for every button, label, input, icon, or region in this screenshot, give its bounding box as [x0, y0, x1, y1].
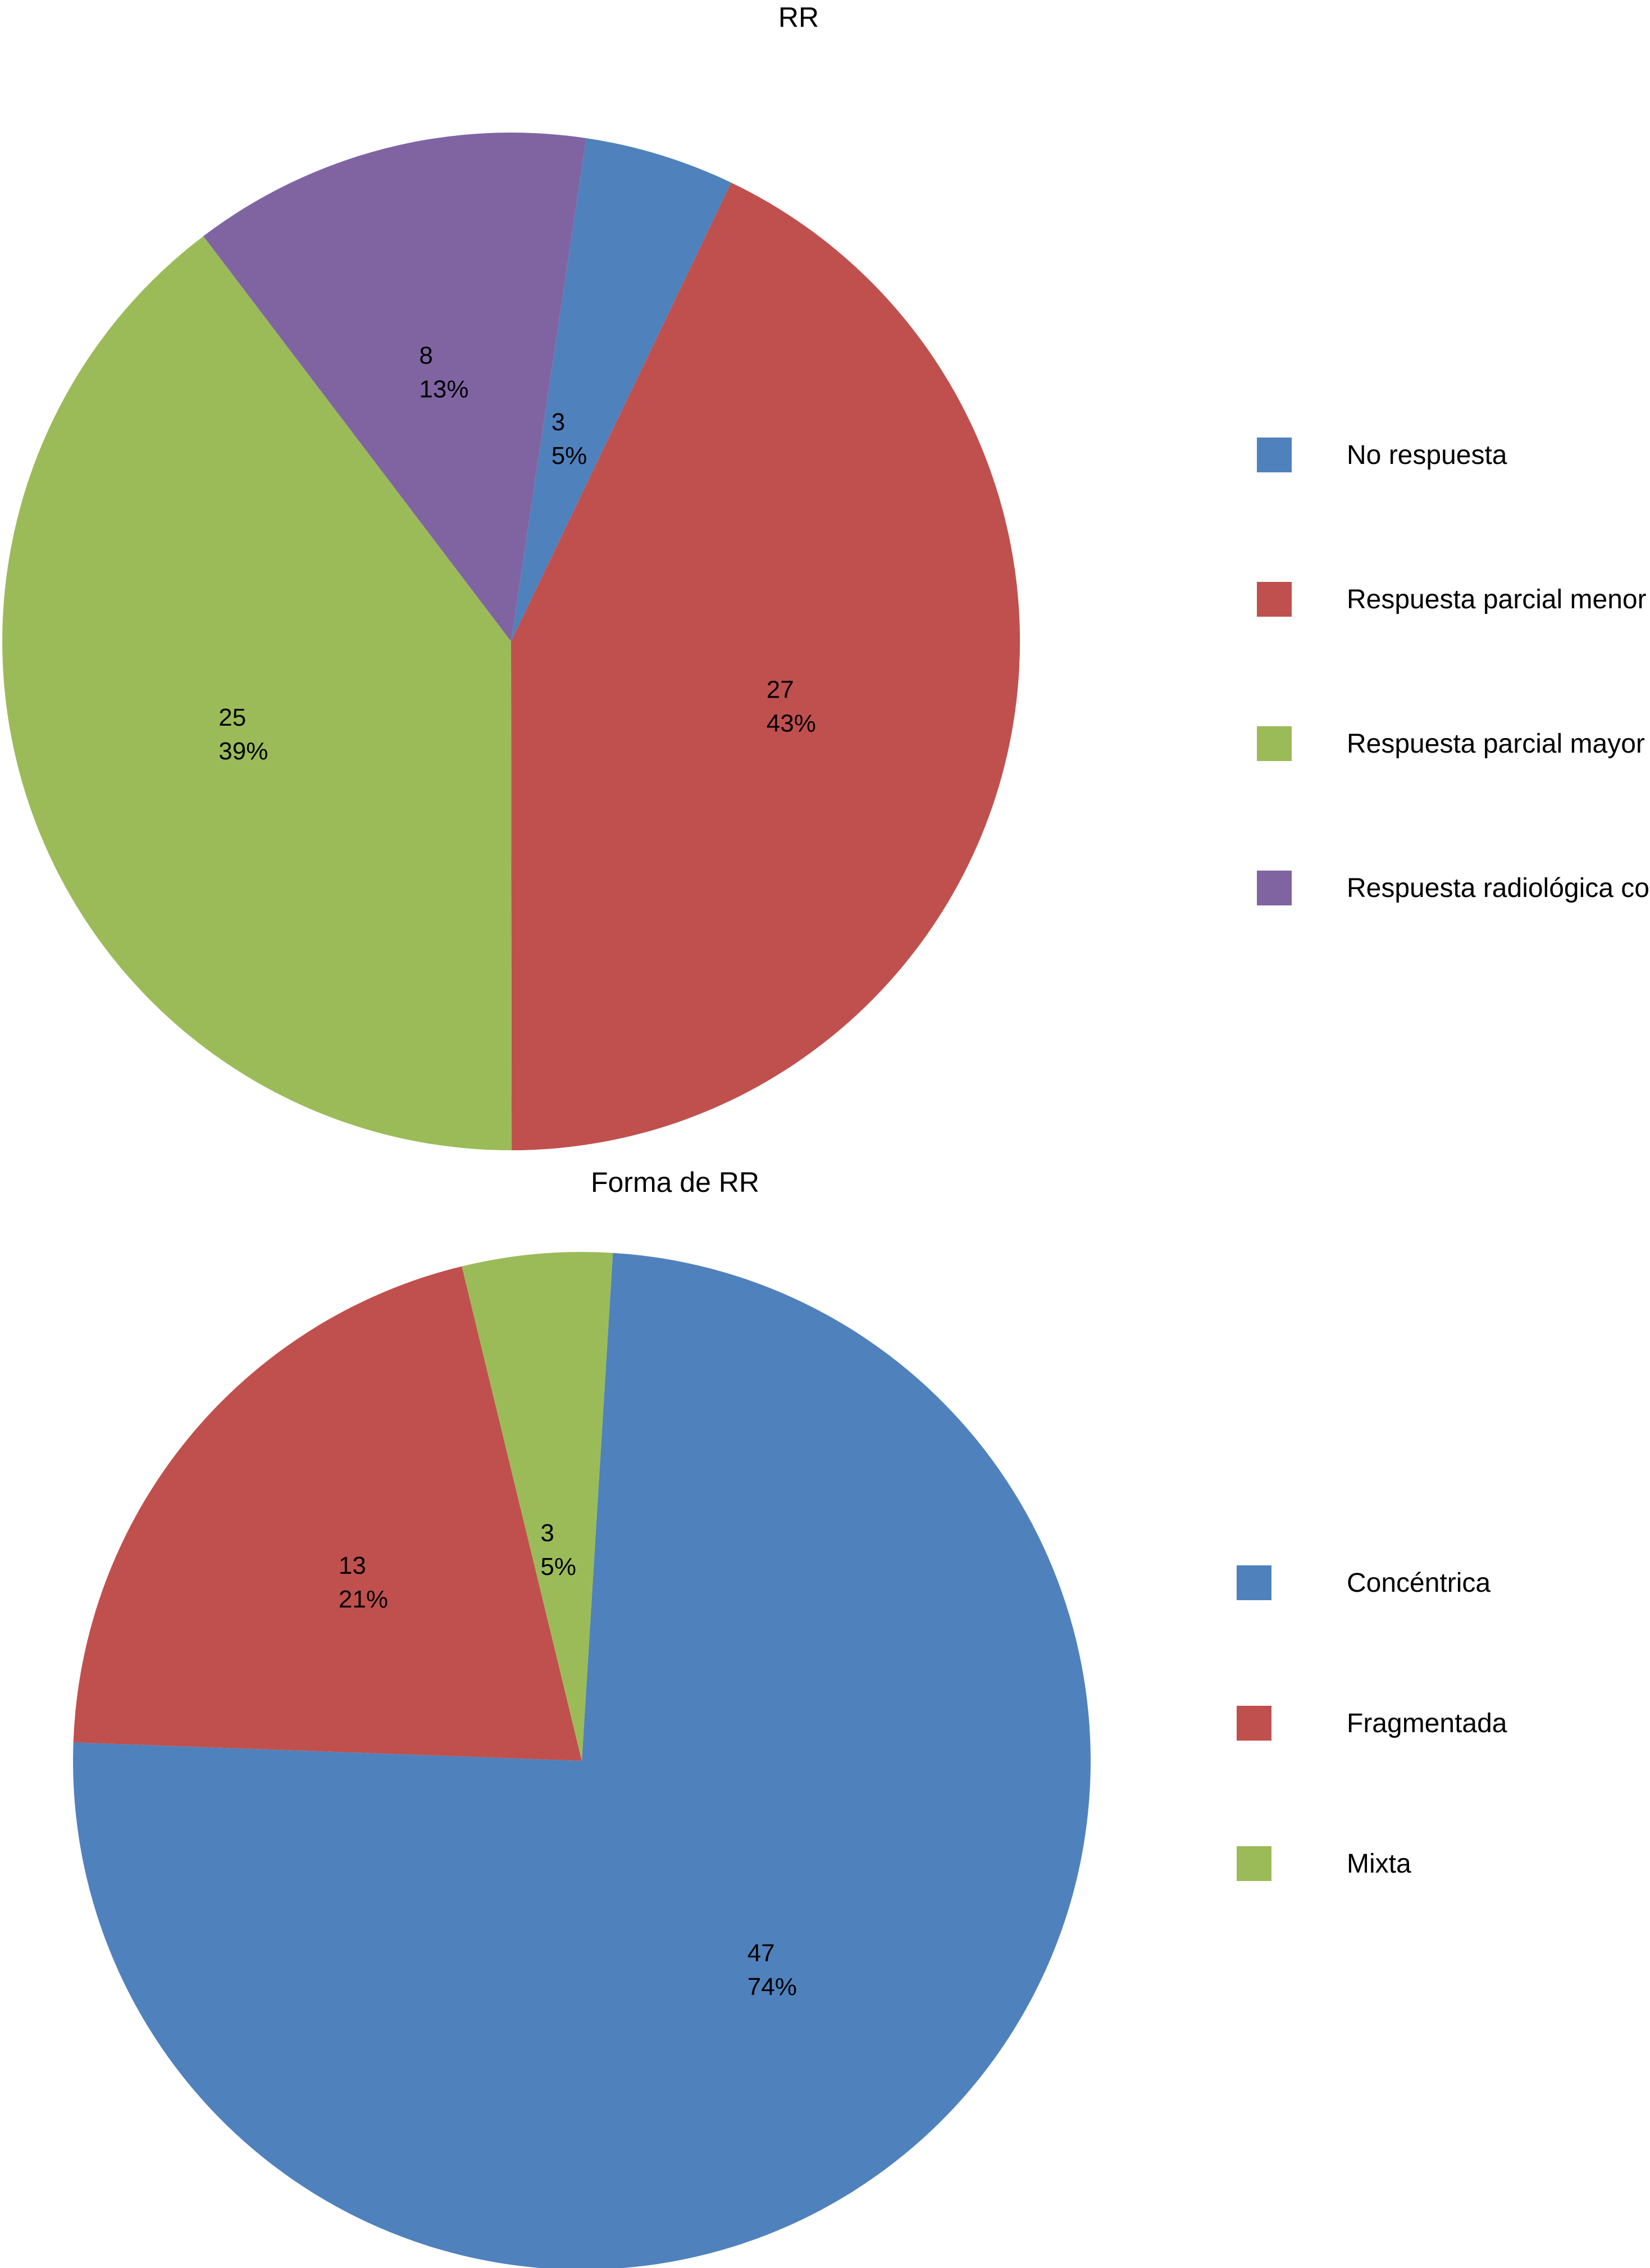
slice-value-label-respuesta-parcial-menor: 27 [767, 676, 794, 703]
legend-label-fragmentada: Fragmentada [1347, 1709, 1507, 1738]
legend-swatch-fragmentada [1237, 1706, 1271, 1741]
chart-rr-pie [2, 133, 1020, 1151]
slice-value-label-no-respuesta: 3 [551, 408, 565, 436]
legend-label-mixta: Mixta [1347, 1849, 1411, 1879]
chart-rr-slice-labels: 3 5% 27 43% 25 39% 8 13% [218, 341, 816, 765]
chart-rr: RR 3 5% 27 43% 25 39% 8 13% No respuesta Respues… [2, 2, 1650, 1151]
legend-swatch-mixta [1237, 1846, 1271, 1881]
slice-value-label-respuesta-parcial-mayor: 25 [218, 704, 246, 731]
pie-slice-fragmentada [73, 1266, 582, 1761]
legend-label-respuesta-parcial-menor: Respuesta parcial menor [1347, 585, 1647, 614]
slice-value-label-fragmentada: 13 [339, 1552, 366, 1579]
slice-value-label-mixta: 3 [540, 1519, 554, 1547]
legend-label-no-respuesta: No respuesta [1347, 440, 1507, 470]
pie-slice-respuesta-radiologica-completa [203, 133, 586, 641]
chart-forma-rr-title: Forma de RR [591, 1167, 759, 1198]
slice-percent-label-fragmentada: 21% [339, 1586, 388, 1613]
chart-rr-title: RR [778, 2, 819, 33]
chart-forma-rr: Forma de RR 47 74% 13 21% 3 5% Concéntrica Fra… [73, 1167, 1507, 2268]
legend-swatch-respuesta-radiologica-completa [1257, 871, 1292, 905]
legend-label-concentrica: Concéntrica [1347, 1568, 1491, 1598]
pie-slice-respuesta-parcial-mayor [2, 236, 512, 1151]
slice-value-label-respuesta-radiologica-completa: 8 [419, 341, 432, 369]
slice-percent-label-concentrica: 74% [747, 1973, 797, 2001]
chart-forma-rr-slice-labels: 47 74% 13 21% 3 5% [339, 1519, 797, 2001]
pie-slice-mixta [462, 1252, 613, 1761]
chart-forma-rr-legend: Concéntrica Fragmentada Mixta [1237, 1565, 1507, 1881]
pie-slice-no-respuesta [511, 138, 732, 641]
chart-forma-rr-pie [73, 1252, 1091, 2268]
pie-slice-respuesta-parcial-menor [511, 183, 1020, 1151]
legend-swatch-respuesta-parcial-mayor [1257, 726, 1292, 761]
legend-swatch-concentrica [1237, 1565, 1271, 1600]
slice-percent-label-mixta: 5% [540, 1553, 576, 1581]
legend-label-respuesta-radiologica-completa: Respuesta radiológica completa [1347, 873, 1650, 903]
legend-swatch-respuesta-parcial-menor [1257, 582, 1292, 617]
slice-value-label-concentrica: 47 [747, 1939, 775, 1967]
legend-label-respuesta-parcial-mayor: Respuesta parcial mayor [1347, 729, 1645, 759]
legend-swatch-no-respuesta [1257, 438, 1292, 472]
slice-percent-label-respuesta-radiologica-completa: 13% [419, 375, 468, 403]
chart-rr-legend: No respuesta Respuesta parcial menor Respu… [1257, 438, 1650, 905]
slice-percent-label-respuesta-parcial-mayor: 39% [218, 737, 268, 765]
slice-percent-label-respuesta-parcial-menor: 43% [767, 709, 816, 737]
pie-slice-concentrica [73, 1253, 1091, 2268]
slice-percent-label-no-respuesta: 5% [551, 442, 587, 470]
